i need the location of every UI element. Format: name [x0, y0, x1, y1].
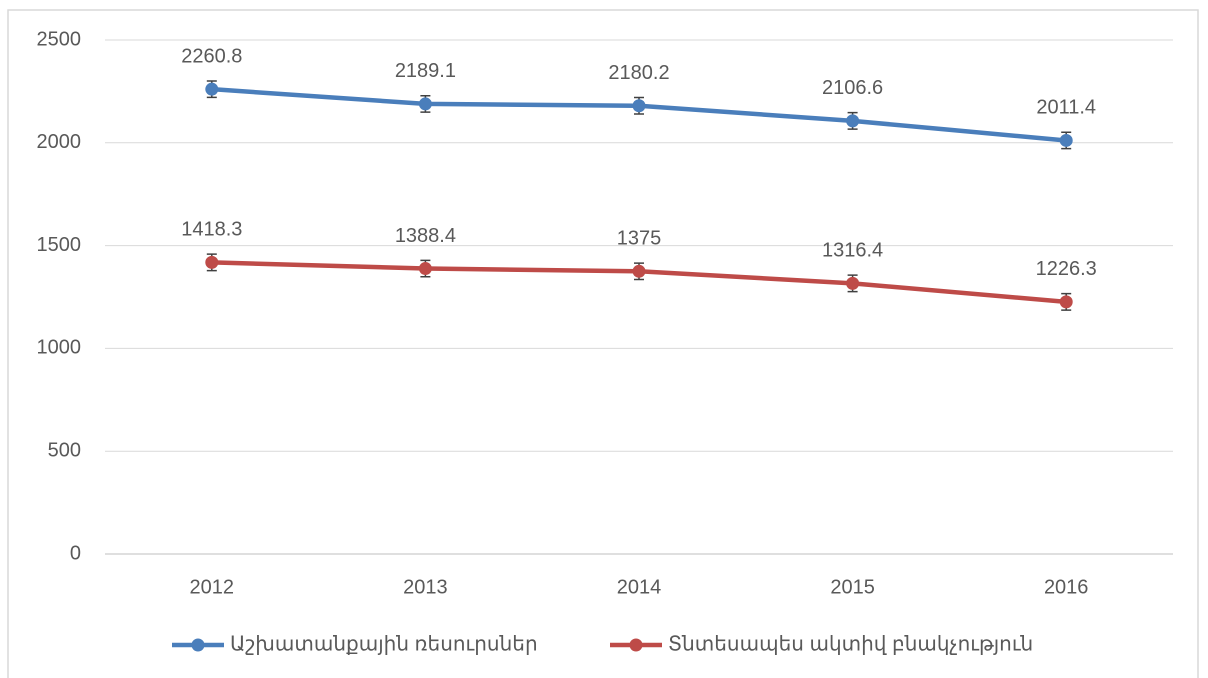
point: [418, 262, 432, 276]
y-tick-label: 0: [70, 542, 81, 564]
data-label: 1375: [617, 228, 662, 250]
point: [846, 114, 860, 128]
data-label: 1418.3: [181, 219, 242, 241]
point: [205, 255, 219, 269]
chart-frame: [7, 9, 1199, 678]
y-tick-label: 500: [48, 439, 81, 461]
legend-marker: [191, 638, 205, 652]
point: [632, 99, 646, 113]
x-tick-label: 2015: [830, 576, 875, 598]
y-tick-label: 1000: [37, 337, 82, 359]
point: [632, 264, 646, 278]
point: [1059, 133, 1073, 147]
data-label: 2106.6: [822, 77, 883, 99]
data-label: 2011.4: [1036, 97, 1096, 119]
data-label: 2260.8: [181, 45, 242, 67]
x-tick-label: 2012: [190, 576, 235, 598]
x-tick-label: 2016: [1044, 576, 1089, 598]
x-tick-label: 2013: [403, 576, 448, 598]
data-label: 1316.4: [822, 240, 883, 262]
data-label: 1226.3: [1036, 258, 1097, 280]
data-label: 1388.4: [395, 225, 456, 247]
y-tick-label: 1500: [37, 234, 82, 256]
point: [846, 276, 860, 290]
point: [205, 82, 219, 96]
legend-marker: [629, 638, 643, 652]
legend-label: Տնտեսապես ակտիվ բնակչություն: [668, 633, 1033, 655]
point: [1059, 295, 1073, 309]
y-tick-label: 2000: [37, 131, 82, 153]
data-label: 2189.1: [395, 60, 456, 82]
x-tick-label: 2014: [617, 576, 662, 598]
point: [418, 97, 432, 111]
data-label: 2180.2: [608, 62, 669, 84]
legend-label: Աշխատանքային ռեսուրսներ: [230, 633, 538, 655]
y-tick-label: 2500: [37, 28, 82, 50]
